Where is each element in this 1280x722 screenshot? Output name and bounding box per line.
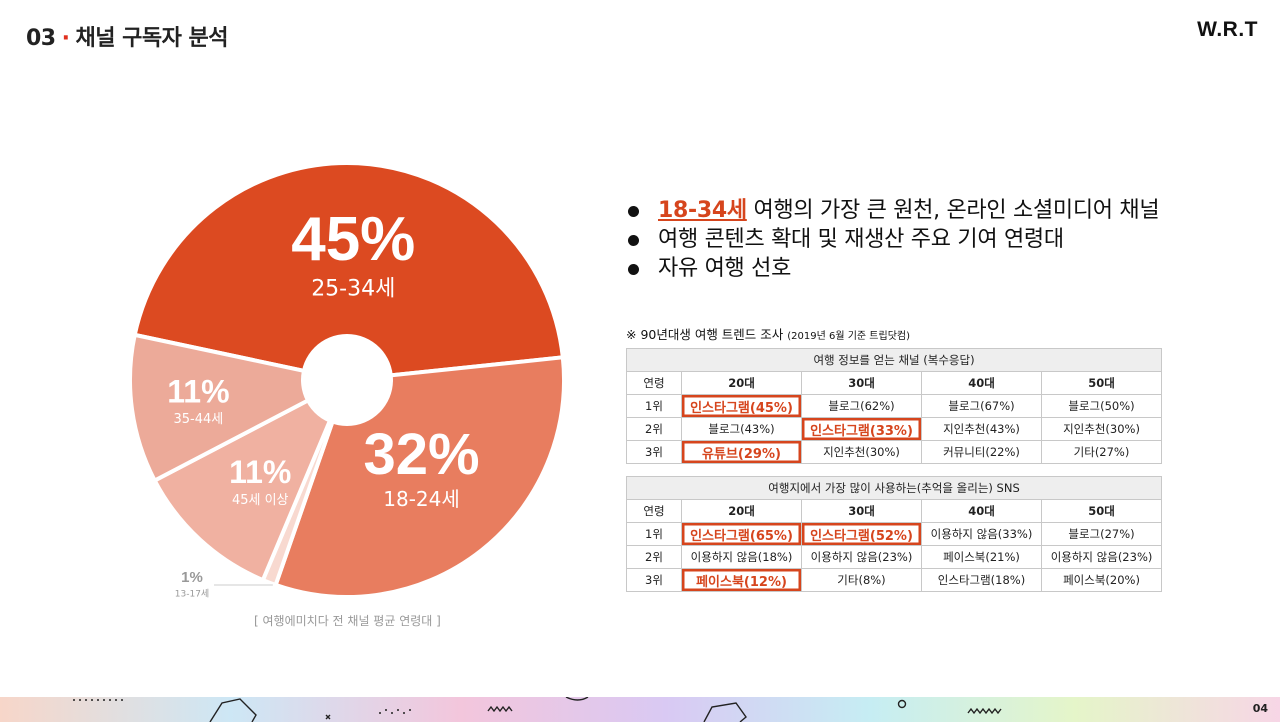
table1-caption-row: 여행 정보를 얻는 채널 (복수응답) [625,348,1163,372]
header-40대: 40대 [921,371,1042,395]
table-row: 2위 블로그(43%) 인스타그램(33%) 지인추천(43%) 지인추천(30%) [626,417,1163,441]
table-cell: 지인추천(43%) [921,417,1042,441]
table-cell: 커뮤니티(22%) [921,440,1042,464]
slice-value-label: 45% [291,205,415,274]
table-cell: 이용하지 않음(23%) [1040,545,1163,569]
slice-category-label: 35-44세 [174,412,224,427]
table-cell: 지인추천(30%) [1040,417,1163,441]
highlighted-cell: 페이스북(12%) [681,568,802,592]
header-30대: 30대 [801,371,922,395]
key-point-1-highlight: 18-34세 [658,198,747,223]
sns-usage-table: 여행지에서 가장 많이 사용하는(추억을 올리는) SNS 연령 20대 30대 40대… [625,476,1163,592]
table-row: 2위 이용하지 않음(18%) 이용하지 않음(23%) 페이스북(21%) 이용하지 … [626,545,1163,569]
slice-value-label: 11% [167,373,229,409]
slice-category-label: 13-17세 [175,588,209,599]
header-20대: 20대 [681,499,802,523]
table-row: 1위 인스타그램(65%) 인스타그램(52%) 이용하지 않음(33%) 블로그(27… [626,522,1163,546]
rank-cell: 3위 [626,568,682,592]
slice-value-label: 32% [363,422,479,487]
highlighted-cell: 인스타그램(65%) [681,522,802,546]
table-cell: 블로그(43%) [681,417,802,441]
info-channel-table: 여행 정보를 얻는 채널 (복수응답) 연령 20대 30대 40대 50대 1위 인스타그램… [625,348,1163,464]
rank-cell: 1위 [626,522,682,546]
key-point-1-text: 여행의 가장 큰 원천, 온라인 소셜미디어 채널 [746,198,1160,223]
header-age: 연령 [626,499,682,523]
survey-source: (2019년 6월 기준 트립닷컴) [787,331,911,342]
key-point-3-text: 자유 여행 선호 [658,256,792,281]
slice-category-label: 45세 이상 [232,493,289,508]
table-cell: 이용하지 않음(33%) [921,522,1042,546]
key-point-1: 18-34세 여행의 가장 큰 원천, 온라인 소셜미디어 채널 [626,196,1160,225]
rank-cell: 3위 [626,440,682,464]
page-title: 03 · 채널 구독자 분석 [26,20,228,52]
table-cell: 블로그(50%) [1040,394,1163,418]
table2-header-row: 연령 20대 30대 40대 50대 [626,499,1163,523]
key-points: 18-34세 여행의 가장 큰 원천, 온라인 소셜미디어 채널 여행 콘텐츠 … [626,196,1160,283]
highlighted-cell: 인스타그램(33%) [801,417,922,441]
table-row: 3위 페이스북(12%) 기타(8%) 인스타그램(18%) 페이스북(20%) [626,568,1163,592]
chart-caption: [ 여행에미치다 전 채널 평균 연령대 ] [254,614,441,628]
table-cell: 지인추천(30%) [801,440,922,464]
table-cell: 블로그(67%) [921,394,1042,418]
slice-value-label: 11% [229,454,291,490]
footer-doodles [73,697,1002,722]
brand-logo: W.R.T [1197,18,1258,41]
header-30대: 30대 [801,499,922,523]
rank-cell: 2위 [626,417,682,441]
table-row: 1위 인스타그램(45%) 블로그(62%) 블로그(67%) 블로그(50%) [626,394,1163,418]
title-dot: · [61,26,70,51]
page-number: 04 [1252,702,1268,715]
highlighted-cell: 인스타그램(45%) [681,394,802,418]
pie-slice-35-44세 [128,332,353,484]
pie-slice-45세 이상 [151,375,351,583]
slice-category-label: 18-24세 [383,487,460,511]
table-cell: 기타(8%) [801,568,922,592]
header-20대: 20대 [681,371,802,395]
table1-header-row: 연령 20대 30대 40대 50대 [626,371,1163,395]
header-50대: 50대 [1040,499,1163,523]
table-cell: 페이스북(20%) [1040,568,1163,592]
section-number: 03 [26,26,56,51]
age-donut-chart: 45%25-34세 32%18-24세 1% 13-17세 11% 45세 이상 11% 35… [128,161,566,599]
table-cell: 이용하지 않음(18%) [681,545,802,569]
survey-note-text: ※ 90년대생 여행 트렌드 조사 [626,327,788,342]
key-point-3: 자유 여행 선호 [626,254,1159,283]
slice-category-label: 25-34세 [311,276,395,301]
table-cell: 블로그(62%) [801,394,922,418]
table2-caption: 여행지에서 가장 많이 사용하는(추억을 올리는) SNS [625,476,1163,500]
table-cell: 블로그(27%) [1040,522,1163,546]
table-row: 3위 유튜브(29%) 지인추천(30%) 커뮤니티(22%) 기타(27%) [626,440,1163,464]
pie-slice-25-34세 [132,161,566,383]
key-point-2-text: 여행 콘텐츠 확대 및 재생산 주요 기여 연령대 [658,227,1064,252]
header-age: 연령 [626,371,682,395]
slice-value-label: 1% [181,569,203,586]
rank-cell: 2위 [626,545,682,569]
table2-caption-row: 여행지에서 가장 많이 사용하는(추억을 올리는) SNS [625,476,1163,500]
highlighted-cell: 인스타그램(52%) [801,522,922,546]
table-cell: 페이스북(21%) [921,545,1042,569]
rank-cell: 1위 [626,394,682,418]
highlighted-cell: 유튜브(29%) [681,440,802,464]
header-40대: 40대 [921,499,1042,523]
survey-note: ※ 90년대생 여행 트렌드 조사 (2019년 6월 기준 트립닷컴) [626,324,910,343]
table-cell: 인스타그램(18%) [921,568,1042,592]
donut-hole [301,334,393,426]
section-title: 채널 구독자 분석 [75,26,228,51]
table1-caption: 여행 정보를 얻는 채널 (복수응답) [625,348,1163,372]
table-cell: 기타(27%) [1040,440,1163,464]
header-50대: 50대 [1040,371,1163,395]
key-point-2: 여행 콘텐츠 확대 및 재생산 주요 기여 연령대 [626,225,1159,254]
table-cell: 이용하지 않음(23%) [801,545,922,569]
